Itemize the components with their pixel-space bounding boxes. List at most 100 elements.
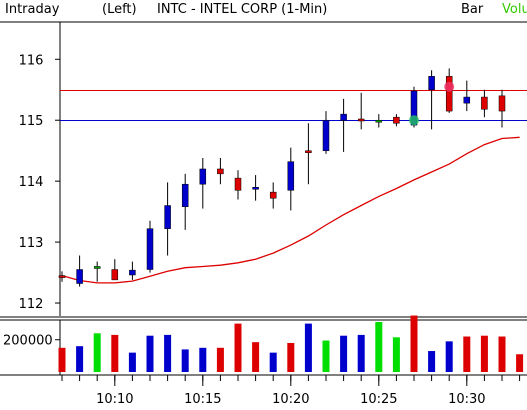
- candle: [93, 261, 101, 282]
- volume-bar: [287, 342, 295, 372]
- candle-body: [481, 96, 488, 110]
- candle: [129, 261, 136, 280]
- volume-tick-label: 200000: [3, 334, 53, 349]
- volume-bar: [428, 351, 436, 372]
- candle-body: [199, 168, 207, 185]
- axis-side-label[interactable]: (Left): [102, 2, 137, 17]
- candle-body: [322, 119, 330, 151]
- candle: [463, 80, 471, 112]
- volume-bar: [181, 349, 189, 372]
- volume-panel: 200000: [0, 315, 527, 375]
- volume-bar: [199, 347, 207, 372]
- candle-body: [287, 161, 295, 191]
- candle: [481, 89, 488, 118]
- bar-mode-label[interactable]: Bar: [461, 2, 484, 17]
- y-tick-label: 116: [19, 53, 44, 68]
- candle: [287, 147, 295, 211]
- signal-marker: [409, 115, 419, 126]
- volume-bar: [463, 336, 471, 372]
- candle-body: [340, 113, 347, 121]
- candle-body: [269, 191, 277, 199]
- candle-body: [234, 177, 242, 191]
- volume-bar: [304, 323, 312, 372]
- candle-body: [111, 269, 119, 281]
- candle: [357, 92, 365, 130]
- candle-body: [58, 275, 66, 278]
- candle-body: [164, 205, 171, 229]
- signal-marker: [444, 81, 455, 92]
- candle: [58, 271, 66, 282]
- y-tick-label: 112: [19, 297, 44, 312]
- volume-bar: [516, 354, 524, 372]
- volume-bar: [269, 352, 277, 372]
- volume-bar: [498, 336, 506, 372]
- candle: [199, 158, 207, 209]
- candle: [340, 98, 347, 152]
- candle-body: [463, 96, 471, 104]
- candle-body: [498, 95, 506, 112]
- candle-body: [305, 150, 312, 153]
- volume-bar: [234, 323, 242, 372]
- volume-bar: [216, 347, 224, 372]
- volume-bar: [375, 322, 383, 372]
- x-tick-label: 10:25: [360, 392, 397, 407]
- volume-bar: [340, 335, 348, 372]
- candle-body: [393, 116, 400, 124]
- volume-bar: [93, 333, 101, 372]
- volume-bar: [128, 352, 136, 372]
- chart-header: Intraday (Left) INTC - INTEL CORP (1-Min…: [0, 0, 527, 22]
- volume-tab-label[interactable]: Volume: [502, 2, 527, 17]
- candle: [146, 220, 154, 273]
- y-tick-label: 115: [19, 114, 44, 129]
- candle-body: [375, 119, 383, 123]
- candle-body: [252, 187, 259, 190]
- volume-bar: [322, 340, 330, 372]
- candle: [322, 111, 330, 154]
- candle-body: [93, 266, 101, 269]
- volume-bar: [392, 337, 400, 372]
- moving-average-line: [61, 136, 520, 284]
- symbol-label[interactable]: INTC - INTEL CORP (1-Min): [157, 2, 328, 17]
- volume-bar: [357, 334, 365, 372]
- chart-title-label: Intraday: [5, 2, 60, 17]
- volume-bar: [146, 335, 154, 372]
- x-tick-label: 10:20: [272, 392, 309, 407]
- candle-body: [357, 118, 365, 122]
- candle: [498, 89, 506, 128]
- volume-bar: [76, 346, 84, 372]
- candle: [234, 170, 242, 200]
- candle-body: [428, 76, 435, 90]
- volume-bar: [252, 342, 260, 372]
- candle: [76, 255, 83, 287]
- candle: [428, 70, 435, 130]
- price-panel: 112 113 114 115 116: [0, 21, 527, 316]
- candle: [393, 114, 400, 127]
- y-tick-label: 114: [19, 175, 44, 190]
- candle: [252, 175, 259, 201]
- candle-body: [445, 76, 453, 112]
- volume-bar: [164, 334, 172, 372]
- x-tick-label: 10:10: [96, 392, 133, 407]
- volume-bar: [58, 347, 66, 372]
- y-tick-label: 113: [19, 236, 44, 251]
- candle-body: [217, 168, 224, 175]
- candle-body: [129, 269, 136, 276]
- candle: [305, 123, 312, 185]
- volume-bar: [410, 315, 418, 372]
- candle: [217, 158, 224, 185]
- candle: [164, 182, 171, 256]
- time-axis: 10:10 10:15 10:20 10:25 10:30: [0, 374, 527, 407]
- volume-bar: [111, 334, 119, 372]
- candle-body: [76, 269, 83, 284]
- candle: [375, 114, 383, 128]
- candle: [181, 173, 189, 230]
- x-tick-label: 10:30: [448, 392, 485, 407]
- volume-bar: [445, 341, 453, 372]
- candle-body: [181, 183, 189, 207]
- candle-body: [146, 228, 154, 270]
- candle: [269, 182, 277, 209]
- volume-bar: [480, 335, 488, 372]
- x-tick-label: 10:15: [184, 392, 221, 407]
- candle: [111, 259, 119, 281]
